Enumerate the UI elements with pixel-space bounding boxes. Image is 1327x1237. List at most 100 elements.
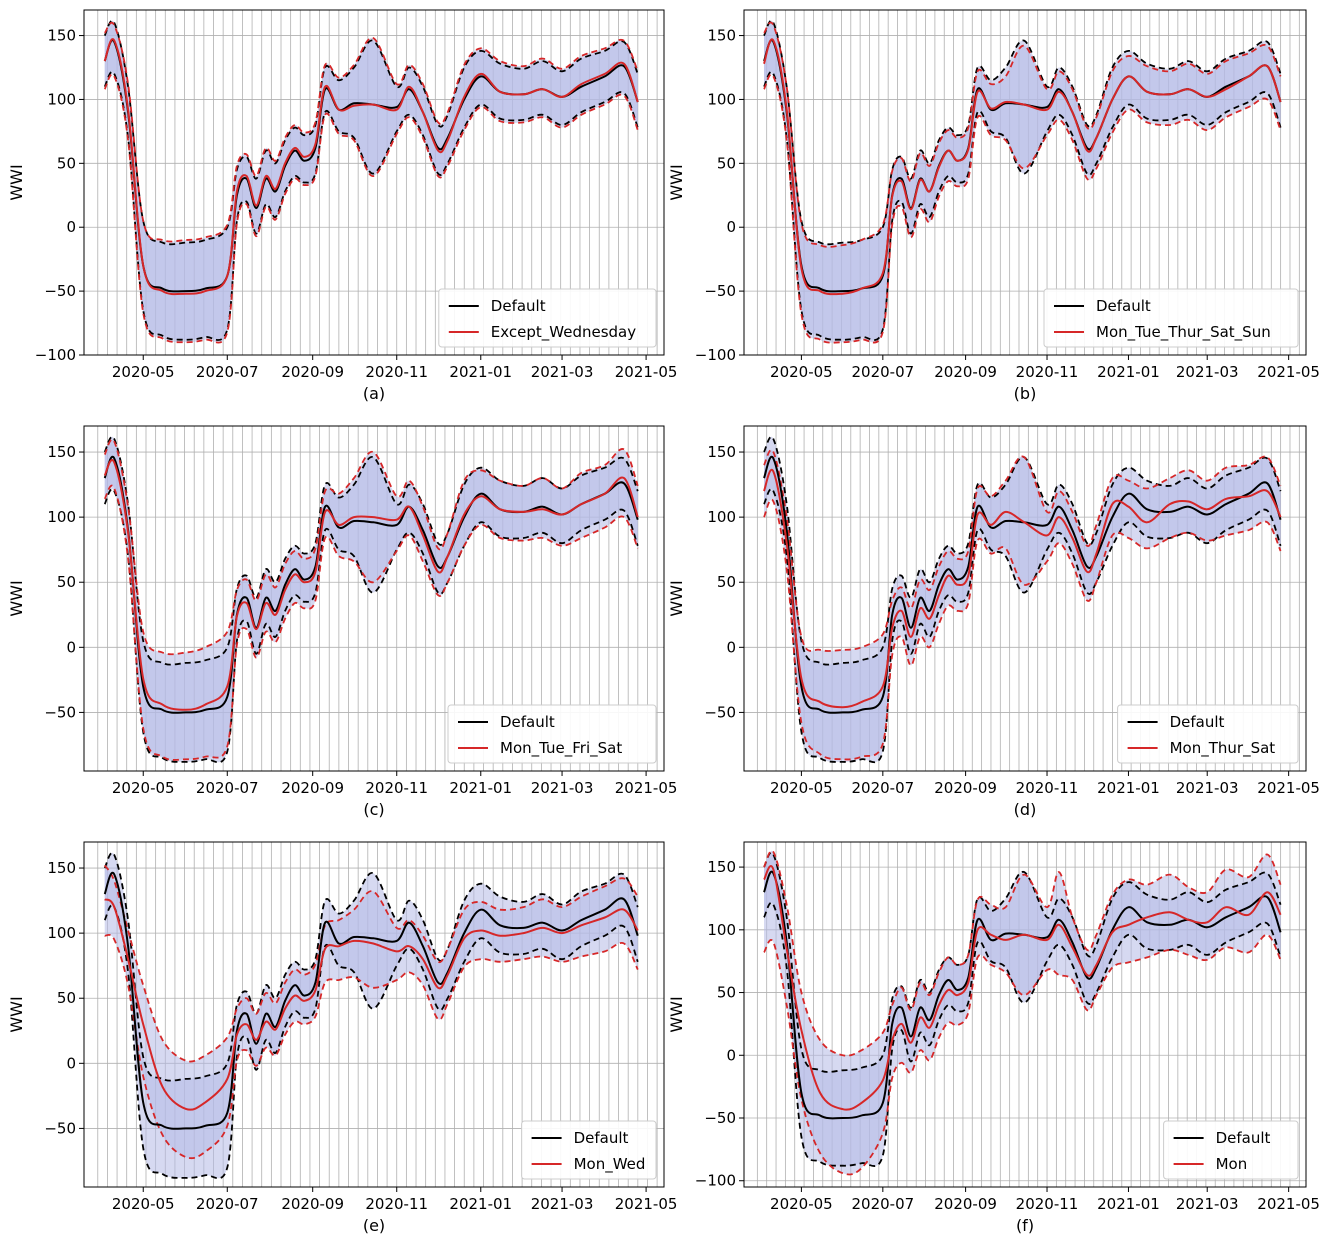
x-tick-label: 2020-05 [770, 363, 833, 381]
series-line [763, 455, 1282, 714]
y-tick-label: −50 [44, 703, 76, 721]
x-tick-label: 2021-01 [449, 1195, 512, 1213]
x-tick-label: 2021-05 [615, 363, 678, 381]
legend: Default Mon_Tue_Fri_Sat [447, 704, 657, 764]
y-tick-label: 150 [707, 443, 736, 461]
legend-label: Default [1096, 297, 1151, 315]
legend-label: Mon_Tue_Fri_Sat [500, 739, 622, 758]
y-tick-label: 50 [717, 984, 736, 1002]
x-tick-label: 2021-05 [1257, 363, 1320, 381]
panel-caption: (d) [1014, 800, 1037, 819]
x-tick-label: 2020-07 [196, 779, 259, 797]
chart-panel-1: −100 −50 0 50 100 150 2020-05 2020-07 2020-09 202… [7, 9, 678, 403]
confidence-band [104, 22, 638, 343]
y-tick-label: 0 [66, 218, 76, 236]
x-tick-label: 2020-09 [281, 779, 344, 797]
panel-caption: (e) [363, 1216, 385, 1235]
legend-box [438, 288, 657, 348]
x-tick-label: 2020-09 [281, 363, 344, 381]
x-tick-label: 2020-07 [851, 363, 914, 381]
x-tick-label: 2021-03 [531, 1195, 594, 1213]
bound-line [763, 449, 1282, 652]
y-tick-label: 0 [66, 1054, 76, 1072]
legend: Default Mon [1163, 1120, 1299, 1180]
legend: Default Mon_Thur_Sat [1117, 704, 1299, 764]
legend-label: Mon_Wed [574, 1155, 646, 1174]
x-tick-label: 2021-05 [615, 1195, 678, 1213]
bound-line [103, 488, 639, 764]
plot-area [103, 19, 639, 344]
x-tick-label: 2020-11 [365, 1195, 428, 1213]
x-tick-label: 2020-05 [770, 779, 833, 797]
x-tick-label: 2020-05 [112, 1195, 175, 1213]
bound-line [103, 904, 639, 1180]
y-tick-label: −50 [44, 1119, 76, 1137]
x-tick-label: 2021-05 [1257, 1195, 1320, 1213]
y-tick-label: 150 [47, 859, 76, 877]
confidence-band [764, 850, 1281, 1175]
y-tick-label: 0 [66, 638, 76, 656]
plot-area [763, 849, 1282, 1176]
legend-label: Default [1170, 713, 1225, 731]
x-tick-label: 2021-01 [1097, 779, 1160, 797]
bound-line [103, 21, 639, 243]
x-tick-label: 2021-01 [449, 779, 512, 797]
y-tick-label: −50 [704, 703, 736, 721]
y-tick-label: 0 [726, 218, 736, 236]
x-tick-label: 2020-11 [1016, 1195, 1079, 1213]
y-tick-label: 150 [707, 858, 736, 876]
bound-line [103, 852, 639, 1082]
x-tick-label: 2020-05 [112, 363, 175, 381]
x-tick-label: 2020-09 [934, 363, 997, 381]
y-tick-label: 0 [726, 1046, 736, 1064]
legend: Default Except_Wednesday [438, 288, 657, 348]
y-tick-label: 100 [707, 921, 736, 939]
y-axis-label: WWI [7, 164, 26, 200]
plot-area [103, 852, 639, 1180]
x-tick-label: 2020-07 [851, 779, 914, 797]
plot-area [763, 19, 1282, 344]
x-tick-label: 2020-11 [365, 779, 428, 797]
y-tick-label: −100 [695, 346, 736, 364]
y-tick-label: 50 [57, 154, 76, 172]
confidence-band [104, 865, 638, 1159]
y-tick-label: 100 [707, 508, 736, 526]
y-tick-label: 100 [47, 924, 76, 942]
chart-panel-6: −100 −50 0 50 100 150 2020-05 2020-07 2020-09 202… [667, 841, 1320, 1235]
x-tick-label: 2020-07 [196, 1195, 259, 1213]
bound-line [103, 484, 639, 761]
x-tick-label: 2020-11 [1016, 779, 1079, 797]
axes-frame [743, 425, 1307, 772]
chart-panel-5: −50 0 50 100 150 2020-05 2020-07 2020-09 2020-11… [7, 841, 678, 1235]
legend-label: Default [500, 713, 555, 731]
y-axis-label: WWI [7, 580, 26, 616]
bound-line [763, 849, 1282, 1057]
axes-frame [743, 9, 1307, 356]
y-tick-label: 50 [717, 573, 736, 591]
panel-caption: (a) [363, 384, 385, 403]
x-tick-label: 2021-03 [1176, 1195, 1239, 1213]
legend: Default Mon_Tue_Thur_Sat_Sun [1043, 288, 1299, 348]
series-line [763, 468, 1282, 709]
x-tick-label: 2020-07 [196, 363, 259, 381]
y-tick-label: −50 [704, 1109, 736, 1127]
bound-line [763, 21, 1282, 248]
legend-label: Default [1216, 1129, 1271, 1147]
bound-line [103, 73, 639, 344]
bound-line [763, 73, 1282, 344]
x-tick-label: 2021-03 [1176, 363, 1239, 381]
y-tick-label: 0 [726, 638, 736, 656]
x-tick-label: 2021-01 [1097, 363, 1160, 381]
panel-caption: (f) [1016, 1216, 1034, 1235]
x-tick-label: 2020-05 [112, 779, 175, 797]
confidence-band [104, 439, 638, 760]
y-axis-label: WWI [7, 996, 26, 1032]
axes-frame [83, 425, 665, 772]
bound-line [763, 71, 1282, 341]
series-line [103, 459, 639, 711]
y-tick-label: −100 [695, 1172, 736, 1190]
confidence-band [764, 22, 1281, 343]
y-tick-label: 50 [57, 573, 76, 591]
chart-panel-4: −50 0 50 100 150 2020-05 2020-07 2020-09 2020-11… [667, 425, 1320, 819]
